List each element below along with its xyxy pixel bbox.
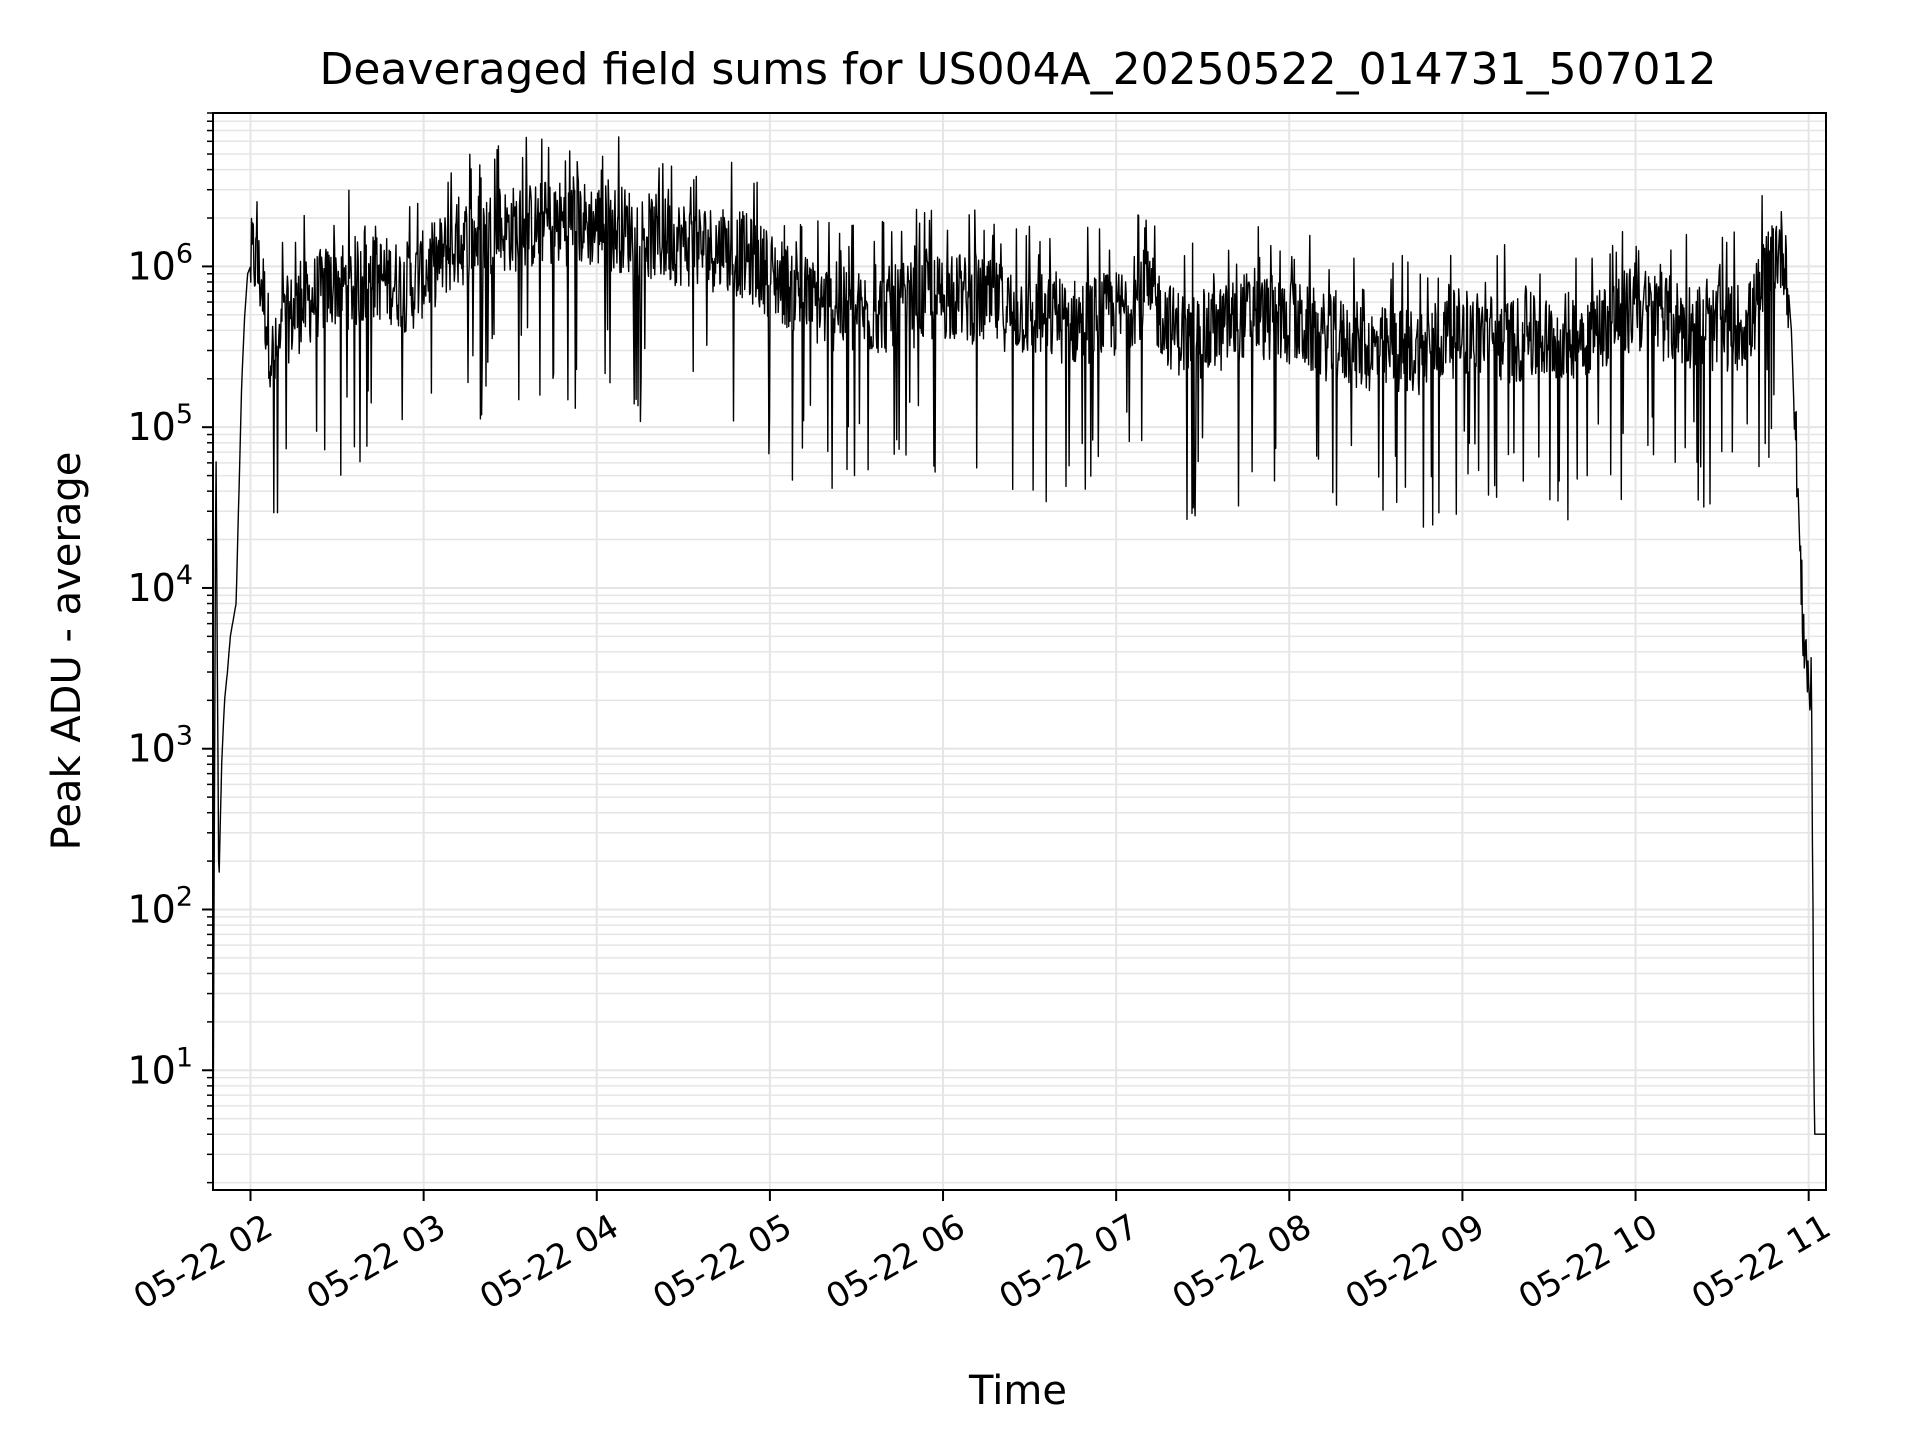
series-line bbox=[212, 136, 1827, 1183]
y-tick-exponent: 4 bbox=[176, 560, 193, 591]
y-tick-base: 10 bbox=[127, 1048, 175, 1092]
y-tick-base: 10 bbox=[127, 244, 175, 288]
y-tick-exponent: 6 bbox=[176, 238, 193, 269]
y-tick-exponent: 2 bbox=[176, 881, 193, 912]
y-tick-label: 103 bbox=[127, 721, 193, 771]
y-tick-label: 105 bbox=[127, 399, 193, 449]
x-tick-label: 05-22 06 bbox=[820, 1207, 972, 1318]
y-tick-exponent: 5 bbox=[176, 399, 193, 430]
x-tick-label: 05-22 04 bbox=[473, 1207, 625, 1318]
y-tick-base: 10 bbox=[127, 566, 175, 610]
x-tick-label: 05-22 02 bbox=[127, 1207, 279, 1318]
y-tick-label: 104 bbox=[127, 560, 193, 610]
x-tick-label: 05-22 11 bbox=[1685, 1207, 1837, 1318]
y-tick-exponent: 1 bbox=[176, 1042, 193, 1073]
y-tick-exponent: 3 bbox=[176, 721, 193, 752]
y-tick-label: 102 bbox=[127, 881, 193, 931]
x-tick-label: 05-22 10 bbox=[1512, 1207, 1664, 1318]
y-tick-base: 10 bbox=[127, 405, 175, 449]
x-tick-label: 05-22 07 bbox=[993, 1207, 1145, 1318]
y-tick-label: 106 bbox=[127, 238, 193, 288]
x-axis-label: Time bbox=[968, 1368, 1067, 1414]
y-tick-base: 10 bbox=[127, 727, 175, 771]
data-layer bbox=[212, 136, 1827, 1183]
y-tick-label: 101 bbox=[127, 1042, 193, 1092]
x-tick-label: 05-22 08 bbox=[1166, 1207, 1318, 1318]
x-tick-label: 05-22 05 bbox=[646, 1207, 798, 1318]
y-axis-label: Peak ADU - average bbox=[44, 452, 90, 851]
y-tick-base: 10 bbox=[127, 887, 175, 931]
x-tick-label: 05-22 03 bbox=[300, 1207, 452, 1318]
chart-title: Deaveraged field sums for US004A_2025052… bbox=[319, 44, 1716, 95]
x-tick-label: 05-22 09 bbox=[1339, 1207, 1491, 1318]
